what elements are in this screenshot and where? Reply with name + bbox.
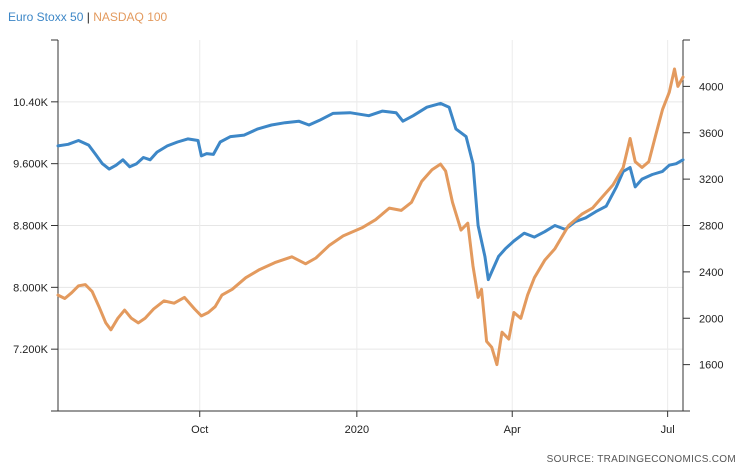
- left-axis-tick-label: 7.200K: [13, 344, 49, 356]
- left-axis-tick-label: 8.000K: [13, 282, 49, 294]
- right-axis-tick-label: 1600: [699, 360, 723, 372]
- x-axis-tick-label: 2020: [345, 424, 369, 436]
- right-axis-tick-label: 2800: [699, 221, 723, 233]
- x-axis-tick-label: Oct: [191, 424, 208, 436]
- right-axis-tick-label: 3200: [699, 174, 723, 186]
- source-label: SOURCE: TRADINGECONOMICS.COM: [546, 454, 736, 465]
- x-axis-tick-label: Jul: [661, 424, 675, 436]
- series-line-nasdaq-100: [56, 67, 685, 367]
- right-axis-tick-label: 4000: [699, 81, 723, 93]
- left-axis-tick-label: 8.800K: [13, 221, 49, 233]
- x-axis-tick-label: Apr: [504, 424, 521, 436]
- left-axis-tick-label: 10.40K: [13, 97, 49, 109]
- right-axis-tick-label: 3600: [699, 128, 723, 140]
- right-axis-tick-label: 2400: [699, 267, 723, 279]
- legend-separator: |: [86, 10, 90, 24]
- left-axis-tick-label: 9.600K: [13, 159, 49, 171]
- right-axis-tick-label: 2000: [699, 313, 723, 325]
- chart-legend: Euro Stoxx 50 | NASDAQ 100: [8, 10, 167, 24]
- legend-item-euro-stoxx-50[interactable]: Euro Stoxx 50: [8, 10, 84, 24]
- legend-item-nasdaq-100[interactable]: NASDAQ 100: [93, 10, 168, 24]
- series-line-euro-stoxx-50: [56, 101, 685, 282]
